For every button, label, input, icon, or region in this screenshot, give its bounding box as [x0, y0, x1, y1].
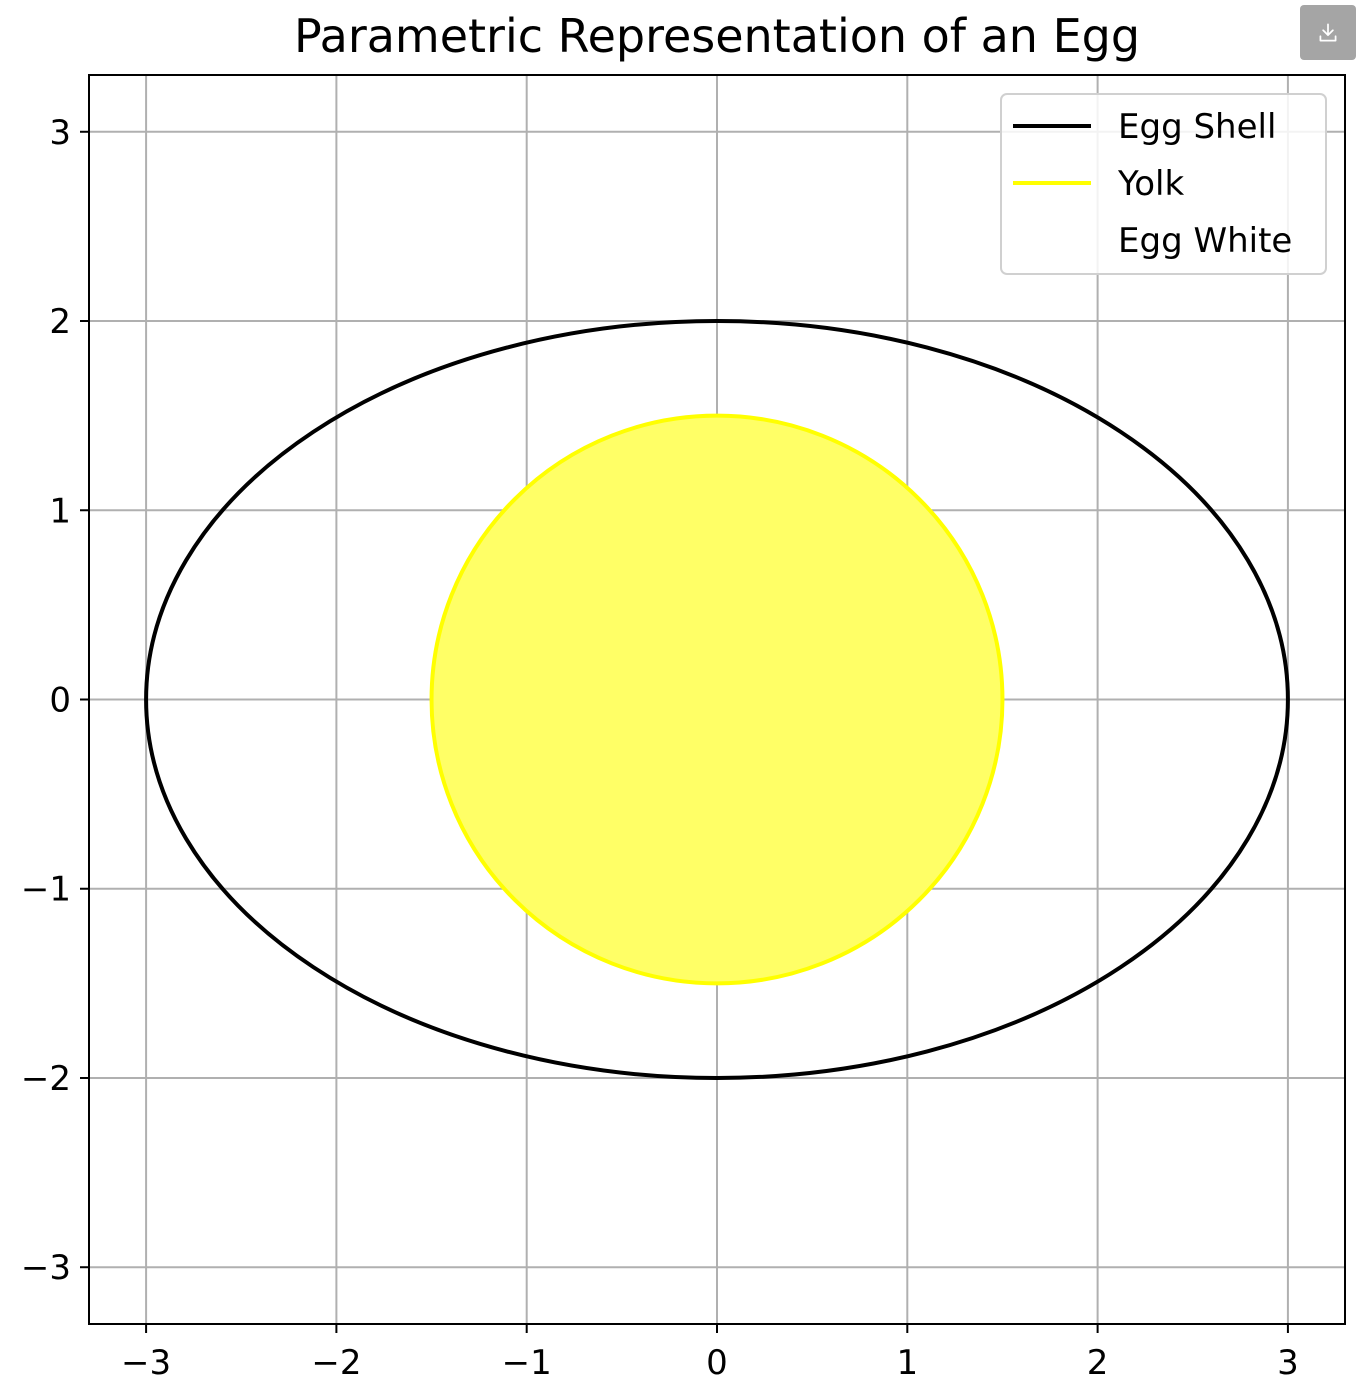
series-layer: [144, 319, 1290, 1080]
x-tick-label-3: 0: [706, 1343, 728, 1383]
y-tick-label-1: −2: [21, 1059, 71, 1099]
y-tick-label-5: 2: [49, 302, 71, 342]
y-tick-label-3: 0: [49, 681, 71, 721]
x-tick-label-1: −2: [311, 1343, 361, 1383]
y-tick-label-2: −1: [21, 870, 71, 910]
x-tick-label-4: 1: [896, 1343, 918, 1383]
ticks: −3 −2 −1 0 1 2 3 −3 −2 −1 0 1 2 3: [21, 113, 1299, 1383]
chart-title: Parametric Representation of an Egg: [294, 9, 1140, 63]
legend: Egg Shell Yolk Egg White: [1000, 93, 1327, 275]
x-tick-label-2: −1: [502, 1343, 552, 1383]
legend-label-egg-white: Egg White: [1118, 221, 1292, 261]
legend-box: [1000, 93, 1327, 275]
download-button[interactable]: [1300, 5, 1356, 60]
legend-label-yolk: Yolk: [1117, 164, 1185, 204]
x-tick-label-0: −3: [121, 1343, 171, 1383]
legend-label-egg-shell: Egg Shell: [1118, 107, 1276, 147]
download-icon: [1319, 22, 1337, 41]
series-egg-shell: [144, 319, 1290, 1080]
x-tick-label-6: 3: [1277, 1343, 1299, 1383]
series-yolk: [429, 413, 1005, 986]
y-tick-label-0: −3: [21, 1248, 71, 1288]
x-tick-label-5: 2: [1087, 1343, 1109, 1383]
y-tick-label-6: 3: [49, 113, 71, 153]
y-tick-label-4: 1: [49, 491, 71, 531]
